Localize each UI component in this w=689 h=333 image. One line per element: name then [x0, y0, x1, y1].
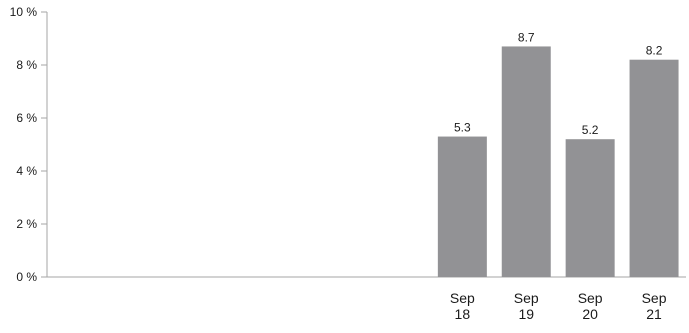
bar — [565, 139, 615, 277]
bars — [437, 46, 679, 278]
x-tick-label-line: 19 — [518, 306, 534, 322]
x-tick-label-line: 21 — [646, 306, 662, 322]
y-tick-label: 0 % — [16, 270, 37, 284]
bar — [629, 59, 679, 278]
y-ticks: 0 % 2 % 4 % 6 % 8 % 10 % — [10, 5, 47, 284]
x-tick-label-line: 18 — [455, 306, 471, 322]
x-tick-label-line: 20 — [582, 306, 598, 322]
data-label: 8.7 — [518, 30, 535, 44]
data-label: 8.2 — [646, 44, 663, 58]
bar — [501, 46, 551, 278]
x-tick-label-line: Sep — [578, 290, 603, 306]
y-tick-label: 6 % — [16, 111, 37, 125]
x-tick-label-line: Sep — [514, 290, 539, 306]
x-tick-label-line: Sep — [642, 290, 667, 306]
bar — [437, 136, 487, 277]
x-tick-label: Sep 19 — [514, 290, 539, 322]
data-label: 5.3 — [454, 121, 471, 135]
y-tick-label: 2 % — [16, 217, 37, 231]
y-tick-label: 8 % — [16, 58, 37, 72]
x-tick-label-line: Sep — [450, 290, 475, 306]
data-labels: 5.3 8.7 5.2 8.2 — [454, 30, 663, 137]
x-tick-label: Sep 21 — [642, 290, 667, 322]
x-tick-label: Sep 18 — [450, 290, 475, 322]
y-tick-label: 4 % — [16, 164, 37, 178]
x-tick-label: Sep 20 — [578, 290, 603, 322]
y-tick-label: 10 % — [10, 5, 38, 19]
data-label: 5.2 — [582, 123, 599, 137]
